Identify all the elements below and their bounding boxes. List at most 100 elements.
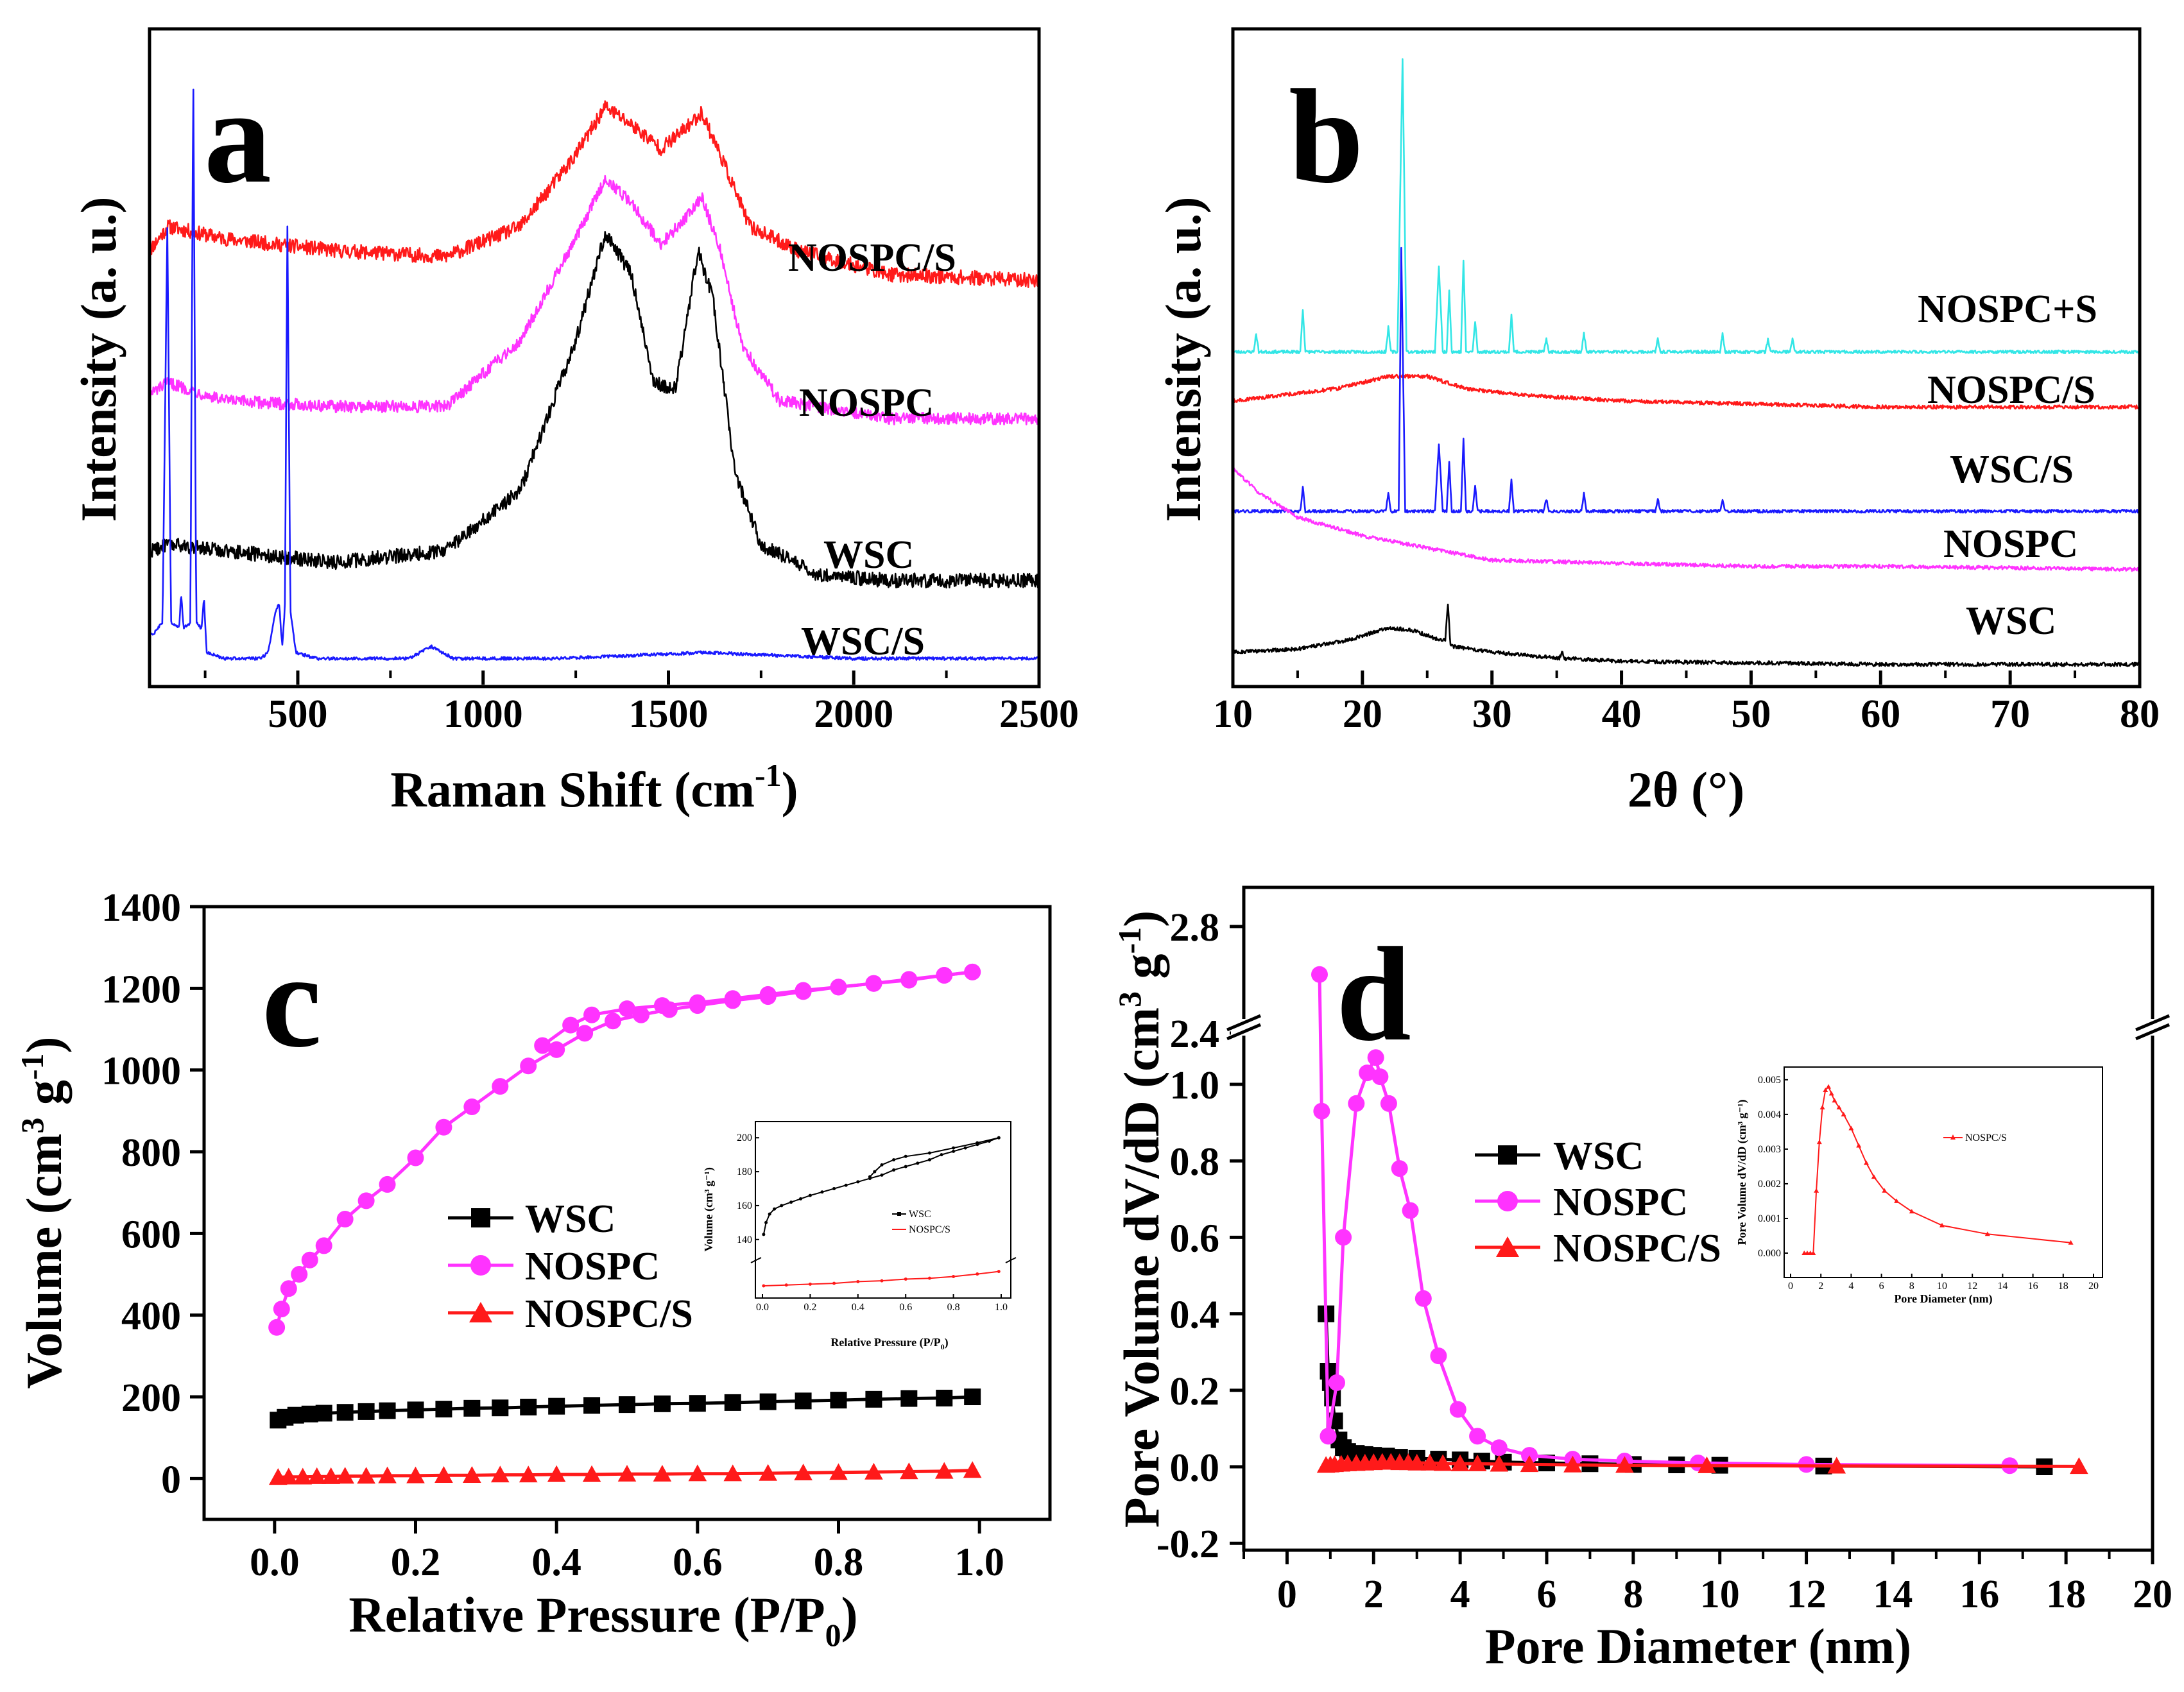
series-nospc-point	[520, 1057, 537, 1075]
inset-series-nospc-s-point	[1826, 1084, 1831, 1089]
inset-series-nospc-s-point	[808, 1282, 812, 1286]
inset-series-nospc-s-point	[2068, 1240, 2074, 1245]
series-nospc-s-point	[336, 1467, 354, 1484]
x-tick-label-50: 50	[1731, 692, 1771, 736]
panel-b-label: b	[1289, 62, 1364, 211]
inset-y-tick-label: 0.000	[1758, 1248, 1781, 1259]
series-nospc-point	[1402, 1202, 1419, 1219]
series-nospc-desorption-point	[619, 1000, 635, 1018]
series-wsc-point	[287, 1406, 304, 1424]
inset-y-tick-label: 0.005	[1758, 1075, 1781, 1086]
y-tick-label: 1200	[101, 968, 181, 1011]
inset-series-nospc-s-point	[927, 1276, 931, 1280]
panel-b-plot-frame	[1231, 27, 2142, 688]
series-nospc-s-point	[688, 1464, 707, 1482]
axis-break-mark-left-2	[1226, 1023, 1261, 1041]
panel-c-legend: WSC NOSPC NOSPC/S	[448, 1197, 693, 1336]
panel-c-inset-x-axis-title-close: )	[945, 1336, 949, 1349]
series-nospc-s-point	[1563, 1455, 1582, 1473]
inset-legend-label-nospc-s: NOSPC/S	[1965, 1132, 2007, 1143]
inset-series-wsc-point	[820, 1190, 824, 1194]
inset-series-nospc-s-point	[1882, 1188, 1887, 1193]
series-nospc-s-point	[406, 1466, 425, 1483]
inset-series-wsc-desorption-point	[880, 1163, 884, 1166]
inset-x-tick-label: 0.0	[756, 1302, 769, 1313]
y-tick-label: 2.4	[1170, 1013, 1220, 1056]
series-nospc-point	[492, 1078, 509, 1095]
inset-series-nospc-s-point	[1864, 1160, 1869, 1165]
series-nospc-s-point	[653, 1465, 672, 1482]
panel-a-series-label-wsc-s: WSC/S	[801, 620, 925, 663]
inset-series-nospc-s-point	[1836, 1105, 1842, 1110]
panel-c-axes: 0.0 0.2 0.4 0.6 0.8 1.0 0 200 400 600 800 1000 1200 1…	[101, 886, 1004, 1584]
series-nospc-s-point	[864, 1462, 883, 1480]
panel-c-plot-frame	[202, 905, 1052, 1521]
series-nospc-s-line	[148, 100, 1040, 288]
inset-series-wsc-desorption-point	[873, 1170, 877, 1174]
panel-d-inset-x-axis-title: Pore Diameter (nm)	[1894, 1292, 1992, 1306]
inset-series-nospc-s-point	[1909, 1209, 1914, 1214]
panel-c-inset-frame	[755, 1121, 1011, 1299]
axis-break-mark-right-2	[2135, 1023, 2170, 1041]
inset-series-wsc-point	[808, 1193, 812, 1197]
series-nospc-desorption-point	[583, 1006, 601, 1023]
y-tick-label: 0.2	[1170, 1370, 1220, 1414]
panel-c: 0.0 0.2 0.4 0.6 0.8 1.0 0 200 400 600 800 1000 1200 1…	[14, 886, 1052, 1653]
inset-series-wsc-desorption-point	[952, 1146, 956, 1150]
series-nospc-s-point	[1433, 1454, 1452, 1471]
panel-b-series-label-nospc-s: NOSPC/S	[1927, 368, 2095, 412]
inset-x-tick-label: 12	[1967, 1281, 1977, 1292]
panel-c-y-axis-title-text: Volume (cm	[16, 1134, 72, 1389]
legend-marker-wsc	[471, 1208, 490, 1227]
x-tick-label: 20	[2133, 1573, 2172, 1616]
x-tick-label: 4	[1450, 1573, 1470, 1616]
x-tick-label: 10	[1700, 1573, 1740, 1616]
series-nospc-desorption-point	[534, 1037, 551, 1054]
x-tick-label: 0.2	[391, 1541, 441, 1584]
series-nospc-s-point	[357, 1467, 375, 1484]
panel-b: 10 20 30 40 50 60 70 80 b NOSPC+S NOSPC/S WSC/S…	[1155, 27, 2160, 817]
series-nospc-s-point	[434, 1466, 453, 1483]
inset-series-wsc-point	[880, 1173, 884, 1177]
series-nospc-point	[1490, 1439, 1508, 1457]
x-tick-label-500: 500	[268, 692, 328, 736]
inset-x-tick-label: 16	[2028, 1281, 2038, 1292]
x-tick-label: 12	[1787, 1573, 1827, 1616]
panel-c-y-axis-title-sup2: -1	[14, 1053, 50, 1080]
series-wsc-s-line	[1232, 246, 2141, 514]
series-nospc-desorption-point	[562, 1016, 580, 1034]
panel-a: 500 1000 1500 2000 2500 a NOSPC/S NOSPC WSC …	[71, 27, 1079, 817]
panel-c-x-axis-title-text: Relative Pressure (P/P	[348, 1587, 825, 1643]
y-tick-label: 400	[121, 1295, 181, 1338]
series-wsc-point	[357, 1403, 375, 1420]
inset-y-tick-label: 140	[737, 1235, 752, 1245]
x-tick-label: 0.8	[814, 1541, 864, 1584]
series-wsc-s-line	[148, 89, 1040, 661]
panel-a-series-label-nospc-s: NOSPC/S	[788, 236, 956, 280]
series-nospc-s-point	[307, 1467, 327, 1484]
series-nospc-point	[1430, 1347, 1447, 1365]
x-tick-label: 16	[1959, 1573, 1999, 1616]
inset-series-wsc-point	[799, 1197, 803, 1201]
series-nospc-point	[291, 1266, 308, 1283]
inset-x-tick-label: 8	[1909, 1281, 1914, 1292]
series-wsc-point	[407, 1401, 424, 1419]
inset-series-wsc-point	[916, 1161, 920, 1165]
inset-legend-label-wsc: WSC	[909, 1209, 931, 1220]
series-nospc-s-point	[293, 1467, 313, 1485]
inset-series-nospc-s-point	[1894, 1198, 1900, 1203]
inset-y-tick-label: 180	[737, 1166, 752, 1177]
inset-series-wsc-point	[789, 1201, 793, 1204]
x-tick-label-60: 60	[1861, 692, 1900, 736]
series-nospc-s-point	[1468, 1454, 1487, 1471]
series-nospc-point	[463, 1098, 481, 1115]
panel-a-series-label-nospc: NOSPC	[799, 381, 934, 425]
series-nospc-s-point	[1420, 1453, 1440, 1471]
y-tick-label: 1.0	[1170, 1064, 1220, 1107]
legend-marker-nospc-s	[1496, 1236, 1519, 1257]
panel-d-inset-y-axis-title: Pore Volume dV/dD (cm³ g⁻¹)	[1735, 1100, 1749, 1245]
series-nospc-desorption-point	[689, 994, 706, 1011]
panel-a-curves	[148, 89, 1040, 661]
inset-series-wsc-point	[927, 1158, 931, 1162]
